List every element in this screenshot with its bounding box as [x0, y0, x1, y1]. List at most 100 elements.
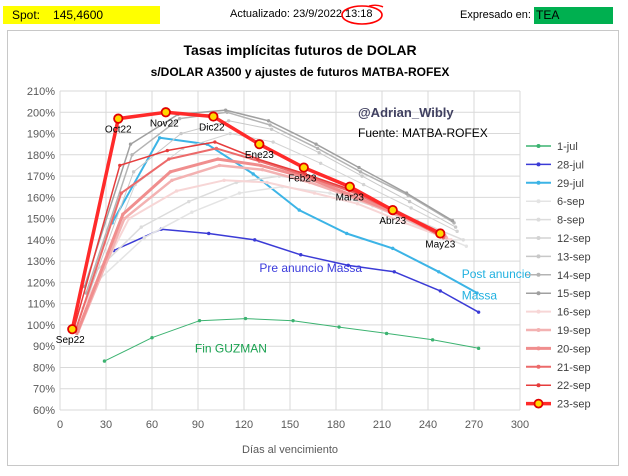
data-point: [228, 131, 232, 136]
updated-label: Actualizado:: [230, 8, 290, 20]
x-tick-label: 210: [373, 419, 391, 431]
point-label: Ene23: [245, 150, 274, 161]
x-tick-label: 120: [235, 419, 253, 431]
data-point: [403, 221, 407, 225]
legend-label: 28-jul: [557, 159, 584, 171]
data-point: [207, 231, 211, 236]
data-point: [337, 325, 341, 329]
x-tick-label: 180: [327, 419, 345, 431]
legend-label: 20-sep: [557, 343, 591, 355]
legend-label: 14-sep: [557, 270, 591, 282]
data-point: [314, 142, 318, 146]
y-tick-label: 60%: [33, 405, 55, 417]
data-point: [271, 140, 275, 144]
unit-badge: TEA: [534, 7, 613, 24]
legend-label: 12-sep: [557, 233, 591, 245]
chart-annotation: Pre anuncio Massa: [259, 261, 362, 275]
y-tick-label: 210%: [27, 86, 55, 98]
data-point: [453, 225, 458, 229]
y-tick-label: 100%: [27, 320, 55, 332]
y-tick-label: 180%: [27, 150, 55, 162]
expressed-label: Expresado en:: [460, 9, 531, 21]
legend-marker: [536, 254, 541, 259]
legend-label: 6-sep: [557, 196, 585, 208]
data-point: [409, 206, 413, 210]
legend-marker: [536, 309, 541, 314]
data-point: [318, 161, 323, 166]
legend-label: 21-sep: [557, 362, 591, 374]
data-point: [437, 270, 441, 274]
data-point: [127, 216, 131, 221]
chart-subtitle: s/DOLAR A3500 y ajustes de futuros MATBA…: [151, 65, 450, 79]
data-point: [407, 199, 412, 204]
updated-time: 13:18: [345, 8, 373, 20]
data-point: [291, 318, 295, 323]
data-point: [392, 270, 396, 274]
y-tick-label: 140%: [27, 235, 55, 247]
legend-marker: [536, 383, 541, 388]
data-point: [253, 238, 257, 242]
x-axis-label: Días al vencimiento: [242, 444, 338, 456]
data-point: [260, 167, 265, 172]
data-point: [122, 216, 127, 221]
x-tick-label: 30: [100, 419, 112, 431]
x-tick-label: 0: [57, 419, 63, 431]
point-label: Oct22: [105, 125, 132, 136]
spot-box: Spot: 145,4600: [3, 6, 160, 24]
legend-marker: [536, 364, 541, 369]
data-point: [435, 228, 446, 239]
data-point: [142, 236, 147, 240]
data-point: [67, 324, 78, 335]
data-point: [197, 318, 202, 323]
data-point: [160, 107, 171, 118]
legend-marker: [536, 291, 541, 296]
data-point: [131, 170, 136, 174]
y-tick-label: 190%: [27, 129, 55, 141]
data-point: [303, 172, 308, 176]
data-point: [449, 238, 453, 242]
data-point: [455, 229, 459, 234]
x-tick-label: 240: [419, 419, 437, 431]
watermark-text: @Adrian_Wibly: [358, 105, 454, 120]
data-point: [157, 136, 162, 140]
data-point: [113, 113, 124, 124]
updated-info: Actualizado: 23/9/2022 13:18: [230, 8, 373, 20]
data-point: [174, 189, 179, 193]
data-point: [226, 119, 231, 123]
data-point: [243, 316, 248, 321]
data-point: [475, 291, 479, 295]
data-point: [121, 212, 125, 217]
data-point: [223, 108, 228, 112]
chart-annotation: Fin GUZMAN: [195, 342, 267, 356]
data-point: [346, 263, 350, 268]
data-point: [476, 310, 481, 314]
data-point: [461, 238, 465, 242]
data-point: [102, 359, 107, 363]
chart-container: Tasas implícitas futuros de DOLAR s/DOLAR…: [7, 30, 619, 466]
data-point: [317, 150, 321, 155]
point-label: Dic22: [199, 123, 225, 134]
x-tick-label: 90: [192, 419, 204, 431]
x-tick-label: 60: [146, 419, 158, 431]
legend-marker: [536, 144, 541, 148]
data-point: [165, 148, 170, 153]
data-point: [208, 111, 219, 122]
data-point: [214, 146, 219, 151]
x-tick-label: 300: [511, 419, 529, 431]
point-label: Nov22: [150, 118, 179, 129]
data-point: [259, 163, 263, 168]
legend-label: 23-sep: [557, 399, 591, 411]
y-tick-label: 130%: [27, 256, 55, 268]
data-point: [265, 180, 269, 185]
data-point: [266, 119, 271, 123]
legend-marker: [536, 236, 541, 240]
data-point: [384, 331, 389, 336]
source-text: Fuente: MATBA-ROFEX: [358, 126, 488, 140]
y-tick-label: 160%: [27, 192, 55, 204]
legend-marker: [536, 162, 541, 167]
data-point: [139, 225, 143, 229]
y-tick-label: 170%: [27, 171, 55, 183]
data-point: [404, 191, 409, 195]
legend-marker: [536, 328, 541, 332]
data-point: [391, 246, 395, 251]
